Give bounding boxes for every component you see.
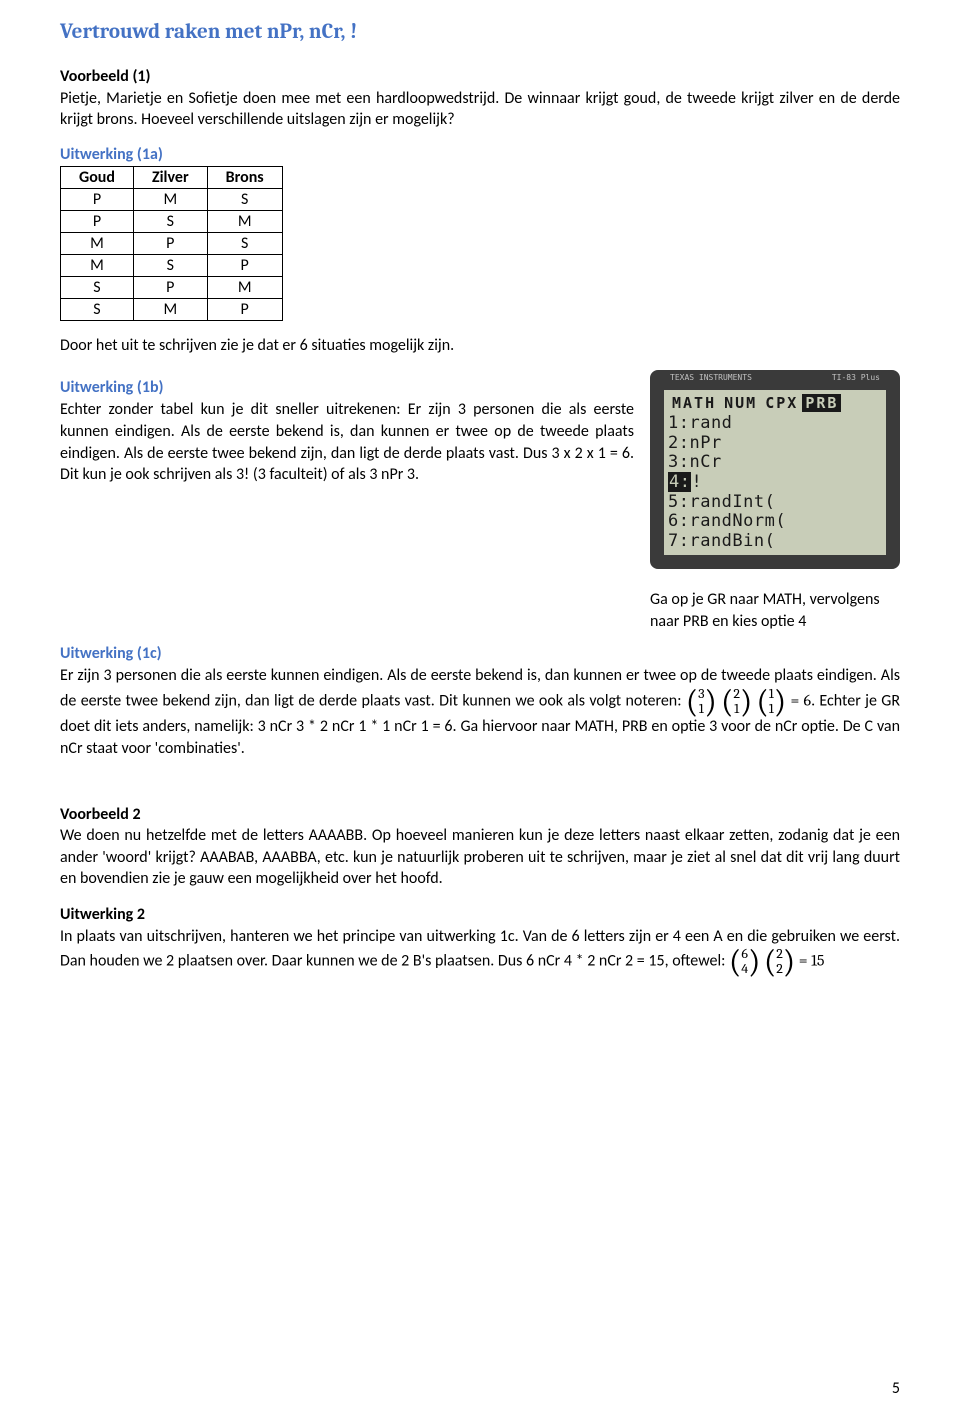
table-header: Brons (207, 166, 282, 188)
voorbeeld2-heading: Voorbeeld 2 (60, 805, 141, 824)
table-header: Zilver (133, 166, 207, 188)
table-row: SMP (61, 298, 283, 320)
calc-menu-items: 1:rand2:nPr3:nCr4:!5:randInt(6:randNorm(… (668, 414, 882, 551)
calc-brand-right: TI-83 Plus (832, 373, 880, 382)
table-row: PSM (61, 210, 283, 232)
uitwerking2-block: Uitwerking 2 In plaats van uitschrijven,… (60, 904, 900, 977)
uitwerking1a-note: Door het uit te schrijven zie je dat er … (60, 335, 900, 357)
voorbeeld1-heading: Voorbeeld (1) (60, 67, 151, 86)
table-header: Goud (61, 166, 134, 188)
page-title: Vertrouwd raken met nPr, nCr, ! (60, 20, 900, 44)
uitwerking1c-heading: Uitwerking (1c) (60, 644, 900, 663)
table-row: MPS (61, 232, 283, 254)
uitwerking2-heading: Uitwerking 2 (60, 905, 145, 924)
uitwerking1c-text: Er zijn 3 personen die als eerste kunnen… (60, 665, 900, 759)
calculator-screenshot: TEXAS INSTRUMENTS TI-83 Plus MATHNUMCPXP… (650, 370, 900, 569)
table-row: PMS (61, 188, 283, 210)
voorbeeld2-text: We doen nu hetzelfde met de letters AAAA… (60, 826, 900, 888)
voorbeeld2-block: Voorbeeld 2 We doen nu hetzelfde met de … (60, 804, 900, 890)
voorbeeld1-text: Pietje, Marietje en Sofietje doen mee me… (60, 89, 900, 130)
calc-brand-left: TEXAS INSTRUMENTS (670, 373, 752, 382)
calc-tabs: MATHNUMCPXPRB (668, 394, 882, 412)
uitwerking1b-text: Echter zonder tabel kun je dit sneller u… (60, 399, 634, 485)
table-row: MSP (61, 254, 283, 276)
voorbeeld1-block: Voorbeeld (1) Pietje, Marietje en Sofiet… (60, 66, 900, 131)
calculator-caption: Ga op je GR naar MATH, vervolgens naar P… (650, 589, 900, 632)
table-row: SPM (61, 276, 283, 298)
permutations-table: GoudZilverBrons PMSPSMMPSMSPSPMSMP (60, 166, 283, 321)
uitwerking1b-heading: Uitwerking (1b) (60, 378, 634, 397)
uitwerking1a-heading: Uitwerking (1a) (60, 145, 900, 164)
page-number: 5 (892, 1379, 900, 1398)
